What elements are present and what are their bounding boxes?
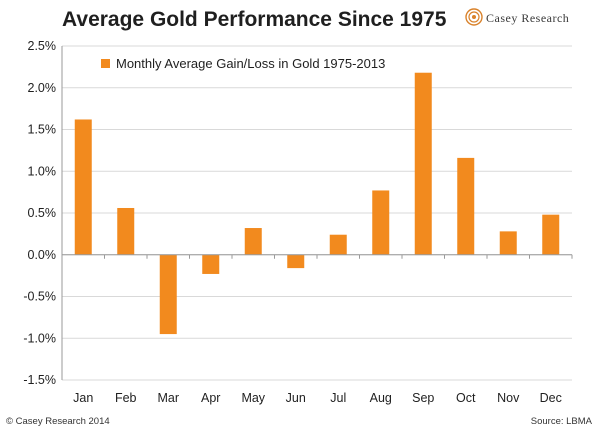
bar-jan <box>74 119 92 255</box>
brand-name: Casey Research <box>486 11 569 25</box>
legend-swatch <box>101 59 110 68</box>
x-tick-label: Jun <box>286 391 306 405</box>
bar-jul <box>329 234 347 255</box>
x-tick-label: Jul <box>330 391 346 405</box>
x-tick-label: Feb <box>115 391 137 405</box>
y-tick-label: -1.0% <box>23 331 56 345</box>
legend: Monthly Average Gain/Loss in Gold 1975-2… <box>101 56 385 71</box>
x-tick-label: Mar <box>157 391 179 405</box>
y-tick-label: 1.5% <box>28 123 57 137</box>
x-tick-label: Jan <box>73 391 93 405</box>
bar-sep <box>414 72 432 255</box>
source-text: Source: LBMA <box>531 416 593 427</box>
bar-apr <box>202 254 220 274</box>
bar-may <box>244 228 262 255</box>
bar-mar <box>159 254 177 335</box>
copyright-text: © Casey Research 2014 <box>6 416 110 427</box>
x-tick-label: Oct <box>456 391 476 405</box>
bar-aug <box>372 190 390 255</box>
legend-label: Monthly Average Gain/Loss in Gold 1975-2… <box>116 56 385 71</box>
y-tick-label: 0.0% <box>28 248 57 262</box>
bar-nov <box>499 231 517 255</box>
brand-logo: Casey Research <box>465 8 569 26</box>
axes <box>61 46 573 380</box>
bar-dec <box>542 214 560 255</box>
y-tick-label: 1.0% <box>28 164 57 178</box>
x-tick-label: Nov <box>497 391 520 405</box>
bar-oct <box>457 157 475 255</box>
y-tick-label: -1.5% <box>23 373 56 387</box>
grid-lines <box>62 45 572 381</box>
y-tick-label: -0.5% <box>23 290 56 304</box>
x-tick-label: May <box>241 391 265 405</box>
x-tick-label: Dec <box>540 391 562 405</box>
y-tick-label: 0.5% <box>28 206 57 220</box>
x-tick-label: Apr <box>201 391 220 405</box>
casey-research-emblem-icon <box>465 8 483 26</box>
y-tick-label: 2.5% <box>28 39 57 53</box>
bar-feb <box>117 207 135 255</box>
x-axis-tick-labels: Jan Feb Mar Apr May Jun Jul Aug Sep Oct Nov Dec <box>73 391 562 405</box>
bar-jun <box>287 254 305 269</box>
y-tick-label: 2.0% <box>28 81 57 95</box>
x-tick-label: Sep <box>412 391 434 405</box>
bars <box>74 72 560 335</box>
y-axis-tick-labels: -1.5% -1.0% -0.5% 0.0% 0.5% 1.0% 1.5% 2.0% 2.5% <box>23 39 56 387</box>
x-tick-label: Aug <box>370 391 392 405</box>
chart-title: Average Gold Performance Since 1975 <box>62 8 447 31</box>
